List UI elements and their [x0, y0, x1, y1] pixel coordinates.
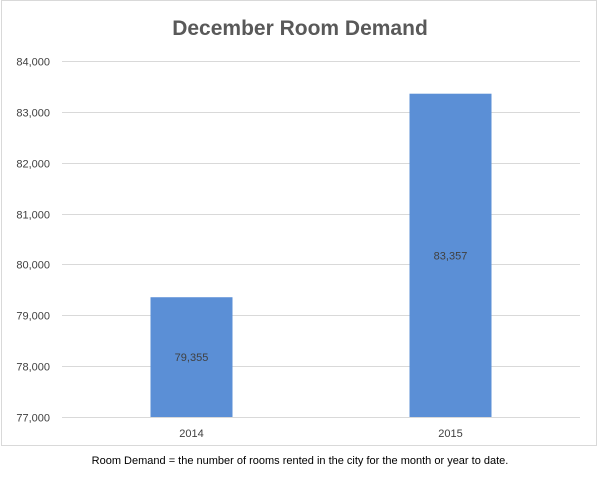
- data-labels: 79,355 83,357: [175, 250, 468, 364]
- gridlines: [62, 61, 580, 418]
- footnote: Room Demand = the number of rooms rented…: [91, 455, 509, 467]
- y-tick-label: 78,000: [16, 362, 50, 374]
- y-tick-label: 81,000: [16, 210, 50, 222]
- data-label: 79,355: [175, 352, 209, 364]
- x-tick-label: 2014: [179, 428, 203, 440]
- y-axis-ticks: 77,000 78,000 79,000 80,000 81,000 82,000 83,0…: [16, 57, 50, 425]
- bars: [150, 93, 492, 417]
- x-axis-ticks: 2014 2015: [179, 428, 462, 440]
- bar-2014: [150, 297, 233, 417]
- chart-frame: December Room Demand: [1, 0, 597, 446]
- bar-chart: 77,000 78,000 79,000 80,000 81,000 82,000 83,0…: [16, 57, 580, 440]
- y-tick-label: 77,000: [16, 413, 50, 425]
- data-label: 83,357: [434, 250, 468, 262]
- y-tick-label: 79,000: [16, 311, 50, 323]
- chart-title: December Room Demand: [172, 17, 428, 40]
- y-tick-label: 82,000: [16, 159, 50, 171]
- y-tick-label: 80,000: [16, 260, 50, 272]
- x-tick-label: 2015: [438, 428, 462, 440]
- bar-2015: [409, 93, 492, 417]
- y-tick-label: 84,000: [16, 57, 50, 69]
- y-tick-label: 83,000: [16, 108, 50, 120]
